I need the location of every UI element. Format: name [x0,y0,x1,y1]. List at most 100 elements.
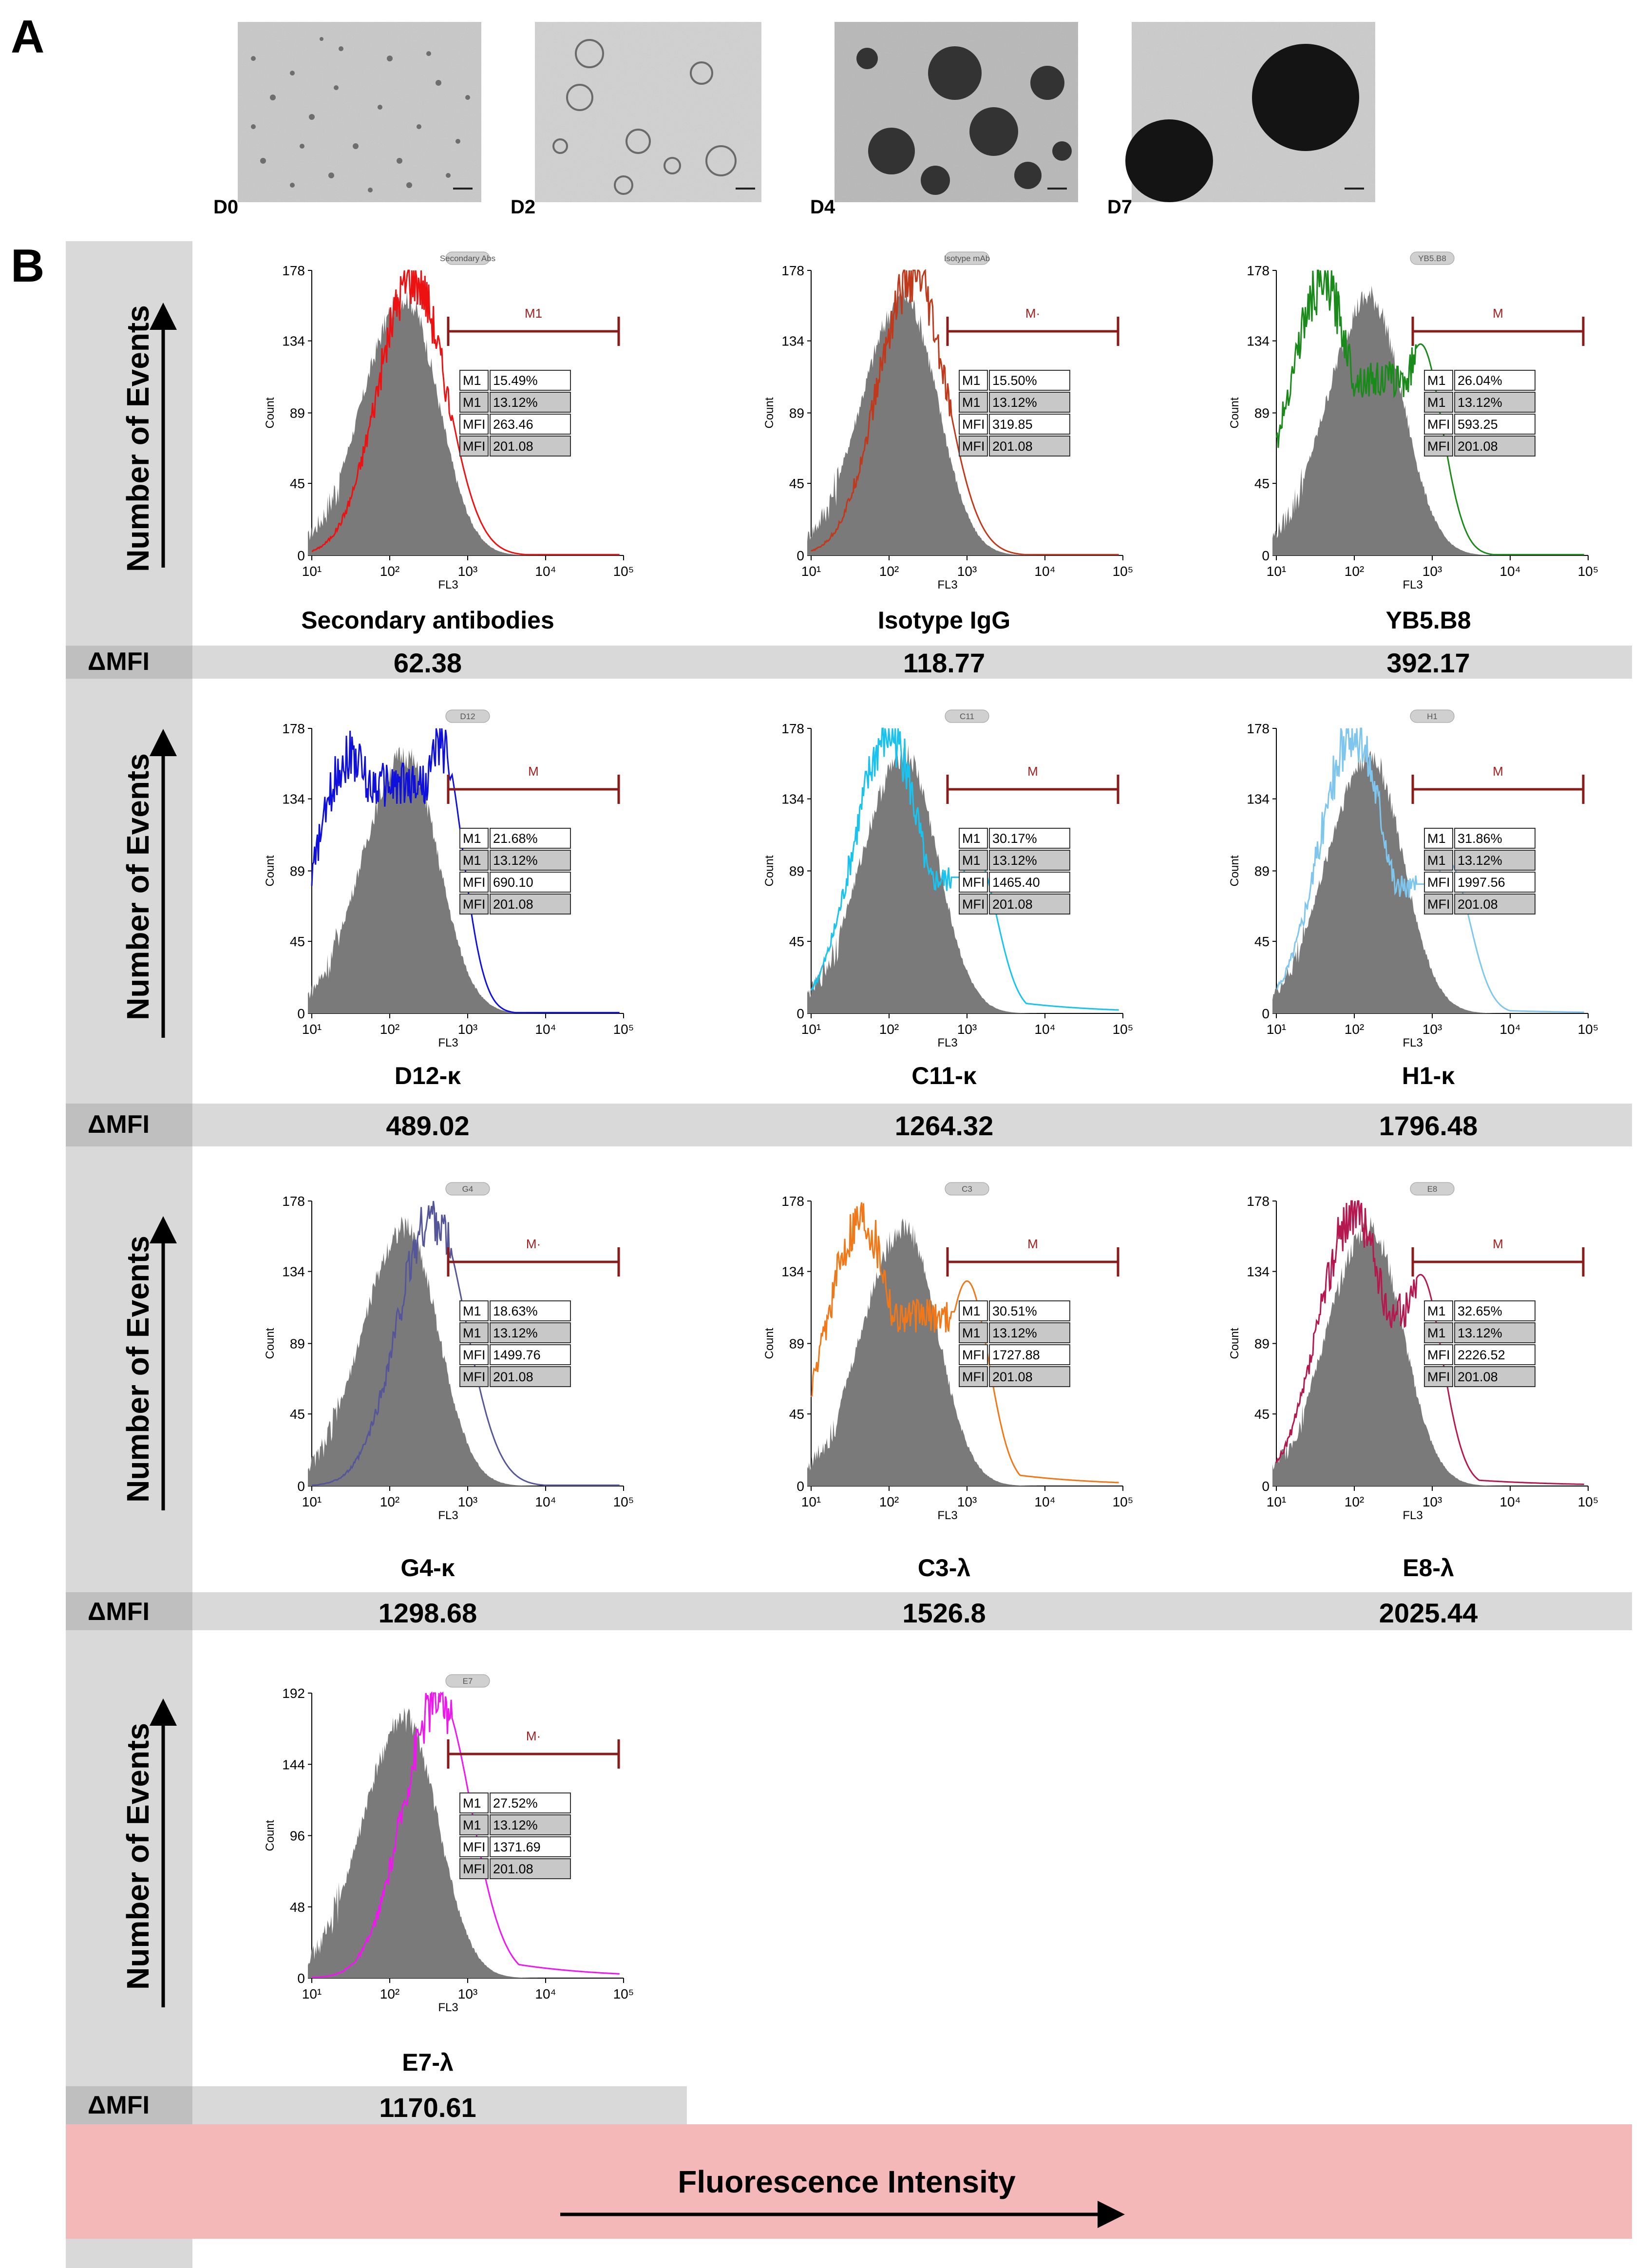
histogram-title: Isotype mAb [944,254,990,263]
y-tick-label: 0 [297,1971,305,1986]
control-histogram [1272,286,1502,555]
stats-cell [989,392,1070,413]
stats-cell [1424,828,1453,849]
delta-mfi-value: 1170.61 [379,2092,476,2123]
y-tick-label: 0 [297,548,305,563]
stats-cell [490,436,571,457]
y-tick-label: 178 [1247,1194,1270,1209]
stats-value: 319.85 [992,417,1033,432]
stats-value: 27.52% [493,1796,538,1811]
stats-cell [459,872,489,893]
stats-cell [490,828,571,849]
histogram-d12: D12 0 45 89 134 178 Count 10¹ 10² 10³ 10⁴ 10⁵ FL3 M M1… [264,709,634,1141]
micrograph-d7: D7 [1107,22,1375,218]
x-tick-label: 10⁵ [613,564,634,579]
gate-label: M1 [525,306,542,321]
x-tick-label: 10² [879,1494,899,1509]
stats-cell [1454,850,1536,871]
stats-cell [959,436,988,457]
x-tick-label: 10⁵ [613,1986,634,2001]
y-axis-title-row2: Number of Events [120,753,155,1020]
y-axis-label-row1: Number of Events [120,303,177,572]
stats-cell [459,392,489,413]
histogram-e7: E7 0 48 96 144 192 Count 10¹ 10² 10³ 10⁴ 10⁵ FL3 M· M1… [264,1674,634,2123]
count-axis-label: Count [1228,855,1241,886]
histogram-title-pill [445,1182,490,1196]
stats-cell [989,1322,1070,1343]
stats-cell [959,894,988,915]
stats-key: MFI [463,1370,486,1384]
stats-value: 1499.76 [493,1348,541,1362]
sample-histogram-line [1275,1200,1584,1485]
stats-cell [989,828,1070,849]
y-tick-label: 0 [797,548,804,563]
gate-label: M· [526,1237,541,1251]
stats-key: M1 [962,853,981,868]
stats-cell [490,1792,571,1813]
y-tick-label: 45 [1254,934,1270,949]
x-tick-label: 10⁵ [1113,1022,1134,1037]
stats-cell [490,894,571,915]
stats-cell [459,1366,489,1387]
stats-cell [490,392,571,413]
delta-mfi-label-row4: ΔMFI [88,2091,150,2119]
histogram-c11: C11 0 45 89 134 178 Count 10¹ 10² 10³ 10⁴ 10⁵ FL3 M M1… [763,709,1134,1141]
stats-key: M1 [463,1818,481,1832]
stats-cell [989,1366,1070,1387]
y-tick-label: 178 [781,721,804,736]
y-tick-label: 134 [1247,792,1270,807]
count-axis-label: Count [1228,1328,1241,1359]
stats-key: MFI [463,1862,486,1876]
x-tick-label: 10¹ [1267,564,1286,579]
y-tick-label: 89 [1254,406,1270,421]
stats-key: MFI [463,875,486,890]
stats-cell [490,414,571,435]
x-tick-label: 10¹ [801,1494,821,1509]
stats-value: 13.12% [493,853,538,868]
stats-value: 15.50% [992,373,1037,388]
fl3-axis-label: FL3 [438,578,458,591]
histogram-h1: H1 0 45 89 134 178 Count 10¹ 10² 10³ 10⁴ 10⁵ FL3 M M1 3… [1228,709,1598,1141]
stats-cell [989,1344,1070,1365]
gate-label: M· [1025,306,1040,321]
antibody-name: E7-λ [402,2049,454,2076]
histogram-title: C11 [960,712,974,721]
delta-mfi-value: 62.38 [394,648,462,678]
stats-cell [959,1366,988,1387]
stats-cell [459,436,489,457]
panel-a-label: A [11,11,44,63]
y-axis-label-row2: Number of Events [120,729,177,1038]
x-axis-band [66,2124,1632,2239]
antibody-name: Secondary antibodies [301,607,554,634]
y-axis-title-row4: Number of Events [120,1723,155,1990]
gate-label: M [1493,1237,1503,1251]
y-tick-label: 0 [297,1479,305,1494]
stats-key: M1 [962,831,981,846]
x-tick-label: 10³ [957,564,977,579]
y-tick-label: 178 [282,263,305,278]
x-axis-label-group: Fluorescence Intensity [560,2164,1125,2228]
y-tick-label: 0 [1262,548,1270,563]
x-tick-label: 10² [879,1022,899,1037]
x-tick-label: 10¹ [302,1022,322,1037]
y-axis-labels: Number of Events Number of Events Number… [120,303,177,2007]
stats-key: M1 [1427,853,1446,868]
y-tick-label: 178 [282,1194,305,1209]
stats-cell [989,370,1070,391]
count-axis-label: Count [763,397,776,428]
stats-cell [959,414,988,435]
stats-key: MFI [962,875,985,890]
stats-cell [959,370,988,391]
count-axis-label: Count [1228,397,1241,428]
stats-cell [1454,894,1536,915]
stats-key: MFI [1427,1348,1450,1362]
fl3-axis-label: FL3 [937,1036,957,1049]
stats-value: 32.65% [1458,1304,1502,1318]
stats-value: 2226.52 [1458,1348,1505,1362]
stats-cell [490,1300,571,1321]
gate-label: M [1027,1237,1038,1251]
fl3-axis-label: FL3 [937,1509,957,1522]
y-tick-label: 134 [1247,1264,1270,1279]
stats-value: 201.08 [493,1862,533,1876]
stats-cell [1424,414,1453,435]
